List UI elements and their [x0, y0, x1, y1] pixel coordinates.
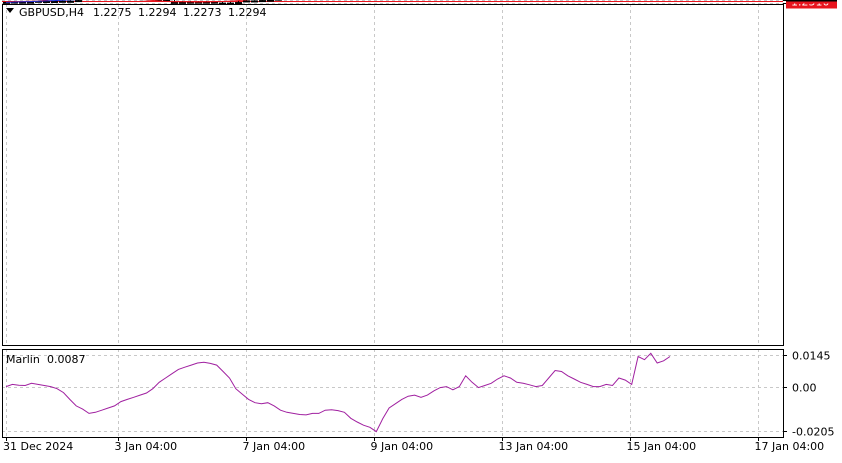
- candle-body: [212, 2, 218, 3]
- time-tick-label: 3 Jan 04:00: [115, 440, 178, 453]
- time-tick-label: 13 Jan 04:00: [499, 440, 569, 453]
- candle-body: [180, 2, 186, 3]
- indicator-value: 0.0087: [47, 353, 86, 366]
- main-pane-border: [3, 5, 784, 346]
- time-tick-label: 31 Dec 2024: [3, 440, 73, 453]
- chart-frame: [3, 5, 784, 438]
- candle-body: [164, 0, 170, 1]
- candle-body: [220, 3, 226, 4]
- grid-lines: [2, 0, 842, 437]
- candle-body: [236, 3, 242, 4]
- time-tick-label: 17 Jan 04:00: [755, 440, 825, 453]
- ohlc-high: 1.2294: [138, 6, 177, 19]
- time-tick-label: 7 Jan 04:00: [243, 440, 306, 453]
- oscillator-series: [6, 353, 670, 431]
- current-price-label: 1.2294: [791, 0, 830, 2]
- candle-body: [44, 1, 50, 2]
- oscillator-tick-label: 0.00: [792, 382, 817, 395]
- candle-body: [76, 1, 82, 2]
- ohlc-low: 1.2273: [183, 6, 222, 19]
- indicator-header: Marlin 0.0087: [6, 353, 86, 366]
- candle-body: [244, 1, 250, 2]
- candle-body: [60, 1, 66, 2]
- oscillator-line: [6, 353, 670, 431]
- indicator-name: Marlin: [6, 353, 40, 366]
- time-axis: 31 Dec 2024 3 Jan 04:00 7 Jan 04:00 9 Jan 0…: [3, 437, 842, 453]
- candle-body: [228, 3, 234, 4]
- time-tick-label: 15 Jan 04:00: [627, 440, 697, 453]
- time-tick-label: 9 Jan 04:00: [371, 440, 434, 453]
- oscillator-tick-label: -0.0205: [792, 426, 834, 439]
- candle-body: [172, 2, 178, 3]
- ohlc-close: 1.2294: [228, 6, 267, 19]
- candle-body: [52, 1, 58, 2]
- oscillator-tick-label: 0.0145: [792, 350, 831, 363]
- ohlc-open: 1.2275: [93, 6, 132, 19]
- candle-body: [268, 0, 274, 1]
- symbol-dropdown-icon[interactable]: [6, 8, 14, 13]
- price-axis: 1.25601.24851.24101.23351.22601.21101.25…: [783, 0, 837, 439]
- symbol-label: GBPUSD,H4: [19, 6, 84, 19]
- candle-body: [28, 2, 34, 3]
- candle-body: [68, 1, 74, 2]
- candle-body: [260, 1, 266, 2]
- candle-body: [252, 1, 258, 2]
- indicator-pane-border: [3, 350, 784, 438]
- chart-header: GBPUSD,H4 1.2275 1.2294 1.2273 1.2294: [6, 6, 267, 19]
